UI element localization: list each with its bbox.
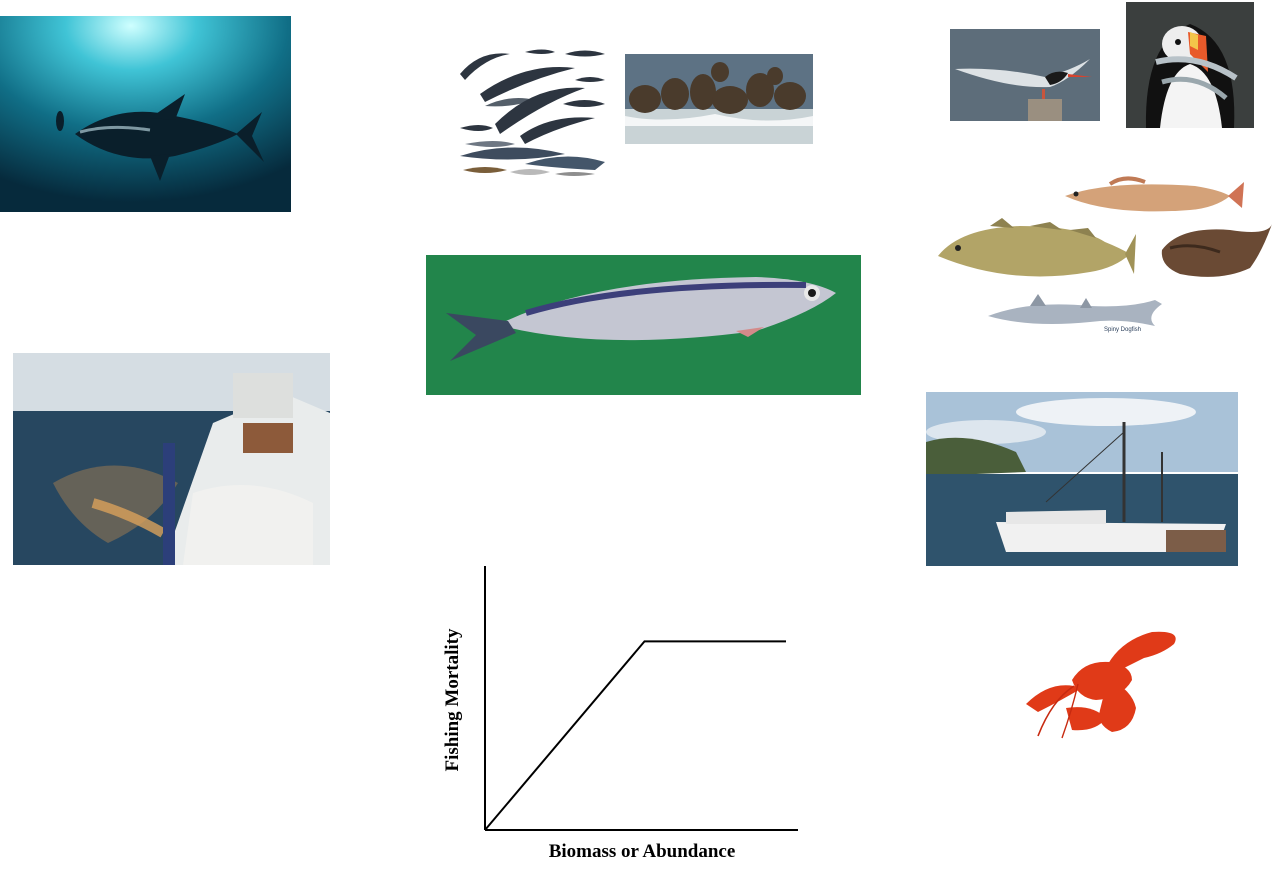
seals-image [625, 54, 813, 144]
groundfish-image: Spiny Dogfish [930, 168, 1276, 343]
herring-image [426, 255, 861, 395]
puffin-image [1126, 2, 1254, 128]
fishing-boat-image [926, 392, 1238, 566]
tern-image [950, 29, 1100, 121]
whales-chart-image [455, 44, 608, 184]
y-axis-label: Fishing Mortality [442, 628, 463, 772]
lobster-image [1012, 620, 1182, 742]
series-line [484, 640, 786, 831]
trawler-deck-image [13, 353, 330, 565]
tuna-image [0, 16, 291, 212]
dogfish-label: Spiny Dogfish [1104, 327, 1141, 333]
harvest-control-rule-chart: Biomass or Abundance Fishing Mortality [442, 566, 798, 862]
x-axis-label: Biomass or Abundance [549, 841, 736, 862]
